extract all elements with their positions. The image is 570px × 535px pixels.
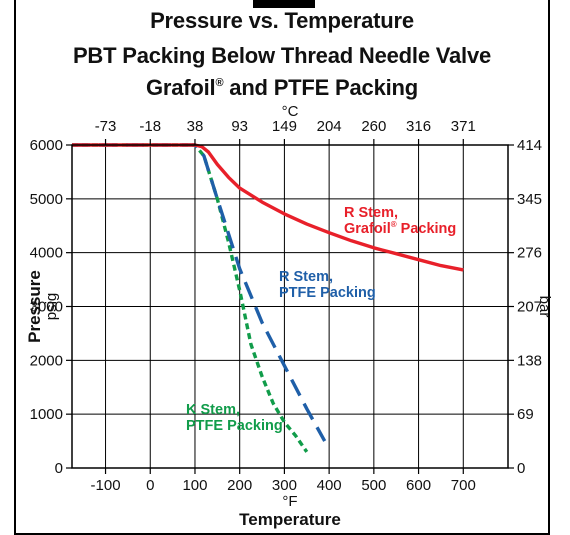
y2-tick-label: 69	[517, 406, 534, 423]
axis-ticks	[66, 139, 514, 474]
chart-title-rest: and PTFE Packing	[223, 75, 419, 100]
chart-title-line-1: Pressure vs. Temperature	[150, 8, 414, 33]
series-line-0	[72, 143, 464, 272]
y-axis-title: Pressure	[25, 270, 44, 343]
x-tick-label: 700	[451, 477, 476, 494]
series-lines	[72, 143, 464, 453]
x2-tick-label: 93	[231, 118, 248, 135]
x2-tick-label: 260	[361, 118, 386, 135]
x2-tick-label: 316	[406, 118, 431, 135]
y-tick-label: 5000	[30, 191, 63, 208]
y-tick-label: 2000	[30, 352, 63, 369]
y2-tick-label: 345	[517, 191, 542, 208]
x2-unit-label: °C	[282, 103, 299, 120]
x-unit-label: °F	[282, 493, 297, 510]
x-tick-label: -100	[91, 477, 121, 494]
y2-tick-label: 207	[517, 299, 542, 316]
y-tick-label: 4000	[30, 245, 63, 262]
x2-tick-label: 38	[187, 118, 204, 135]
y-tick-label: 6000	[30, 137, 63, 154]
x-tick-label: 400	[317, 477, 342, 494]
chart-title-line-2: PBT Packing Below Thread Needle Valve	[72, 43, 492, 68]
y2-tick-label: 276	[517, 245, 542, 262]
x-tick-label: 600	[406, 477, 431, 494]
y-tick-label: 1000	[30, 406, 63, 423]
series-line-1	[72, 143, 327, 442]
x2-tick-label: -73	[95, 118, 117, 135]
series-label-line1: K Stem,	[186, 402, 240, 418]
axis-labels: -100 -73 0 -18 100 38 200 93 300 149 400 204 500 260 6…	[25, 103, 553, 529]
x2-tick-label: 149	[272, 118, 297, 135]
y2-unit-label: bar	[536, 296, 553, 318]
x-tick-label: 100	[182, 477, 207, 494]
chart-title-grafoil: Grafoil	[145, 75, 216, 100]
x-tick-label: 0	[146, 477, 154, 494]
x-tick-label: 300	[272, 477, 297, 494]
frame-top-stub	[253, 0, 315, 8]
x-tick-label: 200	[227, 477, 252, 494]
x2-tick-label: 371	[451, 118, 476, 135]
x2-tick-label: 204	[317, 118, 342, 135]
y-tick-label: 3000	[30, 299, 63, 316]
y2-tick-label: 414	[517, 137, 542, 154]
chart-frame	[14, 0, 550, 535]
y2-tick-label: 138	[517, 352, 542, 369]
series-label-line2: PTFE Packing	[186, 418, 283, 434]
series-label-line2: PTFE Packing	[279, 285, 376, 301]
grid-lines	[72, 144, 508, 469]
y-unit-label: psig	[43, 293, 60, 321]
x-axis-title: Temperature	[239, 510, 341, 529]
chart-title-line-3: Grafoil® and PTFE Packing	[14, 75, 550, 101]
y2-tick-label: 0	[517, 460, 525, 477]
series-label-line1: R Stem,	[279, 269, 333, 285]
series-label-line2: Grafoil® Packing	[344, 220, 456, 237]
y-tick-label: 0	[55, 460, 63, 477]
registered-mark: ®	[215, 77, 224, 89]
x-tick-label: 500	[361, 477, 386, 494]
series-label-line1: R Stem,	[344, 205, 398, 221]
x2-tick-label: -18	[139, 118, 161, 135]
